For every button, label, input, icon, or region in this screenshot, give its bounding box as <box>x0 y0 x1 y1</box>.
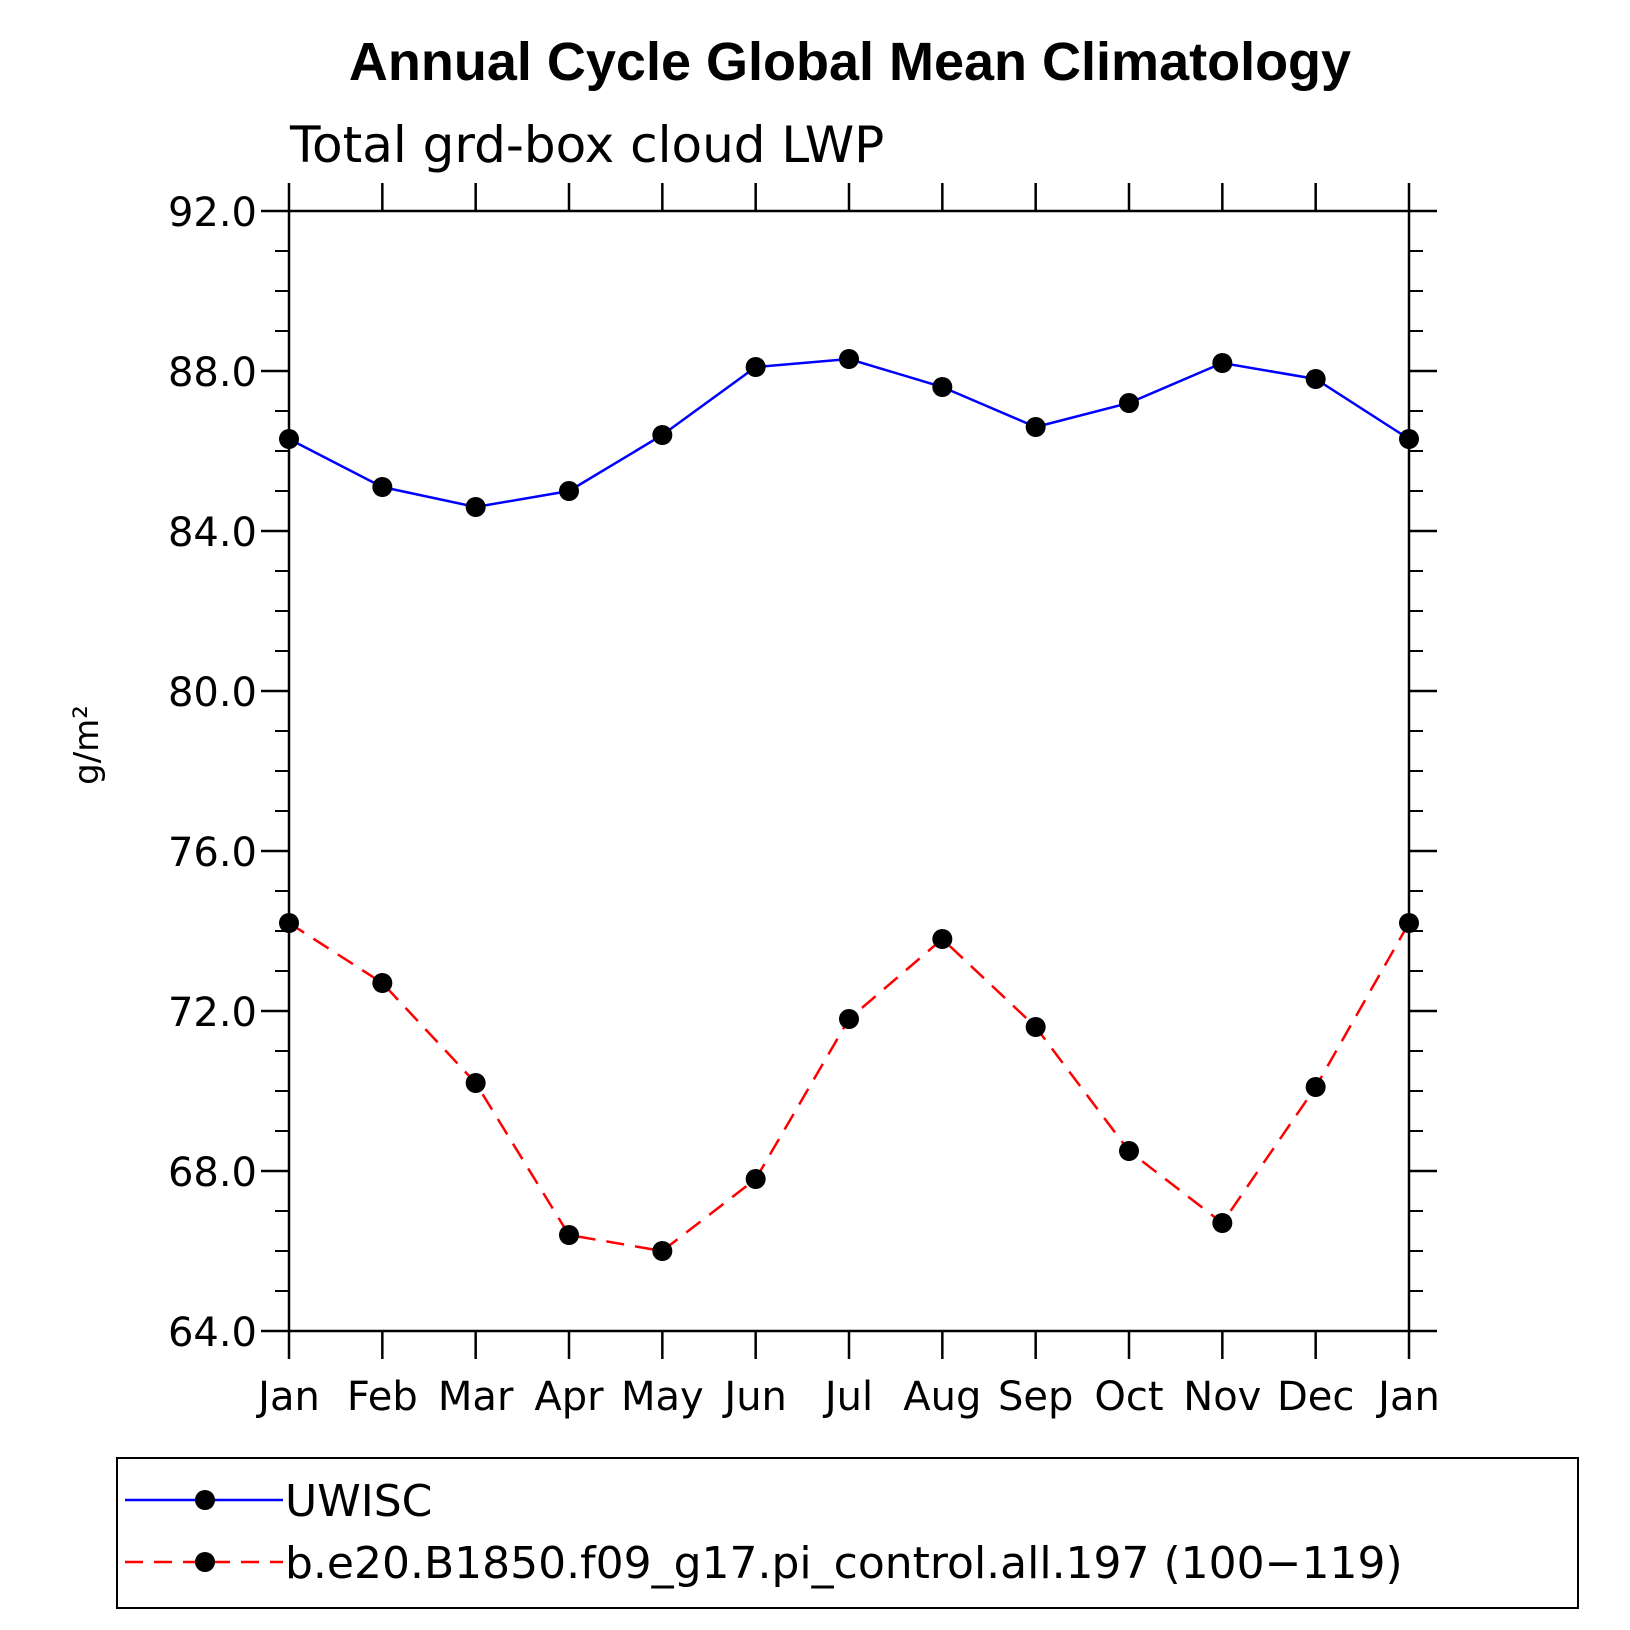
data-point-0 <box>559 481 579 501</box>
legend-label-model: b.e20.B1850.f09_g17.pi_control.all.197 (… <box>285 1538 1403 1589</box>
x-tick-label: Jan <box>255 1374 320 1420</box>
x-tick-label: Jul <box>822 1374 873 1420</box>
legend-box <box>116 1457 1579 1609</box>
x-tick-label: Mar <box>438 1374 514 1420</box>
data-point-1 <box>1305 1077 1326 1097</box>
data-point-1 <box>1119 1141 1139 1161</box>
data-point-0 <box>1305 369 1326 389</box>
data-point-0 <box>1212 353 1233 373</box>
legend-marker-uwisc <box>195 1490 215 1510</box>
data-point-1 <box>1212 1213 1233 1233</box>
data-point-0 <box>465 497 486 517</box>
data-point-1 <box>932 929 953 949</box>
data-point-0 <box>1119 393 1139 413</box>
y-tick-label: 68.0 <box>168 1150 257 1196</box>
data-point-1 <box>745 1169 766 1189</box>
x-tick-label: Feb <box>347 1374 418 1420</box>
data-point-1 <box>839 1009 859 1029</box>
data-point-1 <box>1025 1017 1046 1037</box>
legend-label-uwisc: UWISC <box>285 1476 432 1527</box>
x-tick-label: Dec <box>1277 1374 1354 1420</box>
data-point-1 <box>465 1073 486 1093</box>
data-point-1 <box>372 973 393 993</box>
series-lines <box>288 357 1411 1253</box>
data-point-0 <box>652 425 673 445</box>
data-point-1 <box>1399 913 1419 933</box>
x-tick-label: Jan <box>1375 1374 1440 1420</box>
plot-frame <box>287 209 1411 1333</box>
x-tick-labels: Jan Feb Mar Apr May Jun Jul Aug Sep Oct Nov Dec Jan <box>255 1374 1440 1420</box>
y-tick-label: 72.0 <box>168 990 257 1036</box>
y-tick-label: 84.0 <box>168 510 257 556</box>
data-point-0 <box>839 349 859 369</box>
data-point-1 <box>279 913 299 933</box>
x-tick-label: May <box>621 1374 704 1420</box>
x-tick-label: Nov <box>1183 1374 1261 1420</box>
y-tick-labels: 64.0 68.0 72.0 76.0 80.0 84.0 88.0 92.0 <box>168 190 257 1356</box>
series-line-0 <box>288 357 1410 509</box>
chart-subtitle: Total grd-box cloud LWP <box>289 116 884 174</box>
data-point-0 <box>279 429 299 449</box>
y-tick-label: 64.0 <box>168 1310 257 1356</box>
x-tick-label: Sep <box>998 1374 1073 1420</box>
legend-marker-model <box>195 1552 215 1572</box>
x-tick-label: Oct <box>1094 1374 1163 1420</box>
data-point-0 <box>372 477 393 497</box>
data-point-0 <box>1025 417 1046 437</box>
y-tick-label: 92.0 <box>168 190 257 236</box>
data-point-1 <box>559 1225 579 1245</box>
legend: UWISC b.e20.B1850.f09_g17.pi_control.all… <box>116 1457 1579 1609</box>
y-tick-label: 76.0 <box>168 830 257 876</box>
data-point-0 <box>932 377 953 397</box>
chart-title: Annual Cycle Global Mean Climatology <box>349 32 1351 92</box>
x-tick-label: Jun <box>721 1374 787 1420</box>
axis-ticks <box>261 183 1437 1359</box>
y-axis-label: g/m² <box>67 705 107 785</box>
data-markers <box>279 349 1419 1261</box>
data-point-1 <box>652 1241 673 1261</box>
y-tick-label: 80.0 <box>168 670 257 716</box>
data-point-0 <box>745 357 766 377</box>
x-tick-label: Apr <box>534 1374 604 1420</box>
data-point-0 <box>1399 429 1419 449</box>
x-tick-label: Aug <box>903 1374 981 1420</box>
series-line-1 <box>288 921 1411 1253</box>
y-tick-label: 88.0 <box>168 350 257 396</box>
